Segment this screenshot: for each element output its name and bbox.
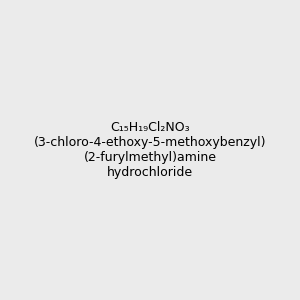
Text: C₁₅H₁₉Cl₂NO₃
(3-chloro-4-ethoxy-5-methoxybenzyl)
(2-furylmethyl)amine
hydrochlor: C₁₅H₁₉Cl₂NO₃ (3-chloro-4-ethoxy-5-methox… bbox=[34, 121, 266, 179]
